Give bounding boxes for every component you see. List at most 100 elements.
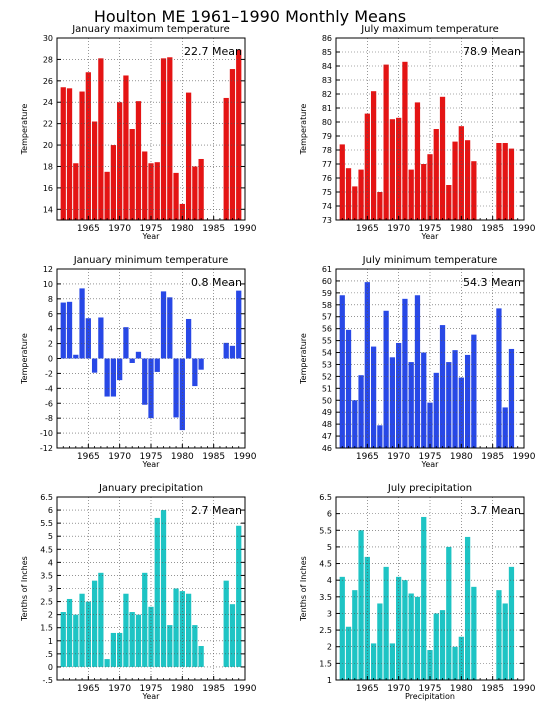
- y-tick-label: 4: [48, 558, 53, 567]
- x-tick-label: 1965: [77, 224, 100, 234]
- bar-1978: [446, 546, 452, 680]
- bar-1972: [408, 593, 414, 680]
- y-tick-label: 84: [322, 62, 332, 71]
- y-tick-label: 2.5: [40, 598, 53, 607]
- y-tick-label: 5.5: [40, 519, 53, 528]
- x-tick-label: 1965: [77, 452, 100, 462]
- x-tick-label: 1985: [481, 684, 504, 694]
- x-tick-label: 1970: [108, 224, 131, 234]
- bar-1969: [110, 145, 117, 220]
- y-tick-label: -10: [40, 429, 53, 438]
- mean-label: 54.3 Mean: [463, 276, 521, 289]
- bar-1977: [160, 291, 167, 359]
- bar-1989: [236, 525, 242, 667]
- bar-1967: [377, 425, 383, 448]
- y-tick-label: 59: [322, 289, 332, 298]
- y-tick-label: 74: [322, 202, 332, 211]
- bar-1976: [433, 613, 439, 680]
- bar-1964: [79, 91, 85, 220]
- mean-label: 3.7 Mean: [470, 504, 521, 517]
- bar-1988: [508, 148, 515, 220]
- bar-1979: [173, 172, 179, 220]
- mean-label: 0.8 Mean: [191, 276, 242, 289]
- y-tick-label: 24: [43, 98, 53, 107]
- bar-1973: [135, 101, 142, 220]
- x-axis-label: Year: [421, 232, 440, 241]
- y-tick-label: 5: [327, 543, 332, 552]
- bar-1989: [236, 49, 242, 220]
- x-tick-label: 1980: [450, 684, 473, 694]
- bar-1970: [117, 358, 123, 381]
- bar-1964: [358, 530, 364, 680]
- x-tick-label: 1985: [202, 684, 225, 694]
- bar-1963: [73, 163, 79, 220]
- y-tick-label: 5: [48, 532, 53, 541]
- x-axis-label: Year: [421, 460, 440, 469]
- y-tick-label: 1.5: [319, 659, 332, 668]
- bar-1968: [104, 659, 110, 667]
- y-tick-label: 5.5: [319, 526, 332, 535]
- y-tick-label: 55: [322, 337, 332, 346]
- bar-1978: [167, 625, 173, 667]
- bar-1972: [408, 169, 414, 220]
- bar-1961: [60, 87, 66, 220]
- x-tick-label: 1975: [140, 224, 163, 234]
- bar-1970: [117, 632, 123, 667]
- x-tick-label: 1990: [234, 224, 257, 234]
- bar-1983: [198, 158, 204, 220]
- bar-1971: [402, 298, 408, 448]
- x-tick-label: 1980: [171, 452, 194, 462]
- y-tick-label: 20: [43, 141, 53, 150]
- x-axis-label: Precipitation: [405, 692, 455, 701]
- bar-1976: [433, 129, 439, 220]
- y-tick-label: -8: [45, 414, 53, 423]
- bar-1976: [154, 358, 160, 372]
- y-tick-label: 56: [322, 325, 332, 334]
- y-tick-label: -2: [45, 369, 53, 378]
- y-tick-label: 4.5: [319, 560, 332, 569]
- bar-1982: [471, 161, 477, 220]
- y-tick-label: 82: [322, 90, 332, 99]
- y-tick-label: 76: [322, 174, 332, 183]
- bar-1986: [496, 308, 502, 448]
- bar-1981: [464, 354, 471, 448]
- x-axis-label: Year: [142, 460, 161, 469]
- y-axis-label: Temperature: [299, 104, 308, 156]
- bar-1981: [185, 92, 192, 220]
- mean-label: 78.9 Mean: [463, 45, 521, 58]
- bar-1963: [73, 354, 79, 359]
- bar-1961: [60, 302, 66, 359]
- x-tick-label: 1985: [481, 452, 504, 462]
- x-tick-label: 1985: [481, 224, 504, 234]
- y-tick-label: 1: [48, 637, 53, 646]
- x-axis-label: Year: [142, 232, 161, 241]
- x-tick-label: 1990: [513, 224, 536, 234]
- y-tick-label: 3.5: [319, 593, 332, 602]
- bar-1962: [66, 88, 73, 220]
- bar-1982: [471, 334, 477, 448]
- y-tick-label: 49: [322, 408, 332, 417]
- mean-label: 2.7 Mean: [191, 504, 242, 517]
- y-tick-label: 80: [322, 118, 332, 127]
- bar-1975: [148, 606, 154, 667]
- bar-1972: [129, 358, 135, 363]
- bar-1981: [464, 536, 471, 680]
- x-tick-label: 1975: [419, 684, 442, 694]
- bar-1970: [396, 576, 402, 680]
- x-tick-label: 1990: [513, 452, 536, 462]
- y-tick-label: 3.5: [40, 571, 53, 580]
- x-tick-label: 1990: [234, 452, 257, 462]
- bar-1976: [154, 162, 160, 220]
- x-tick-label: 1990: [513, 684, 536, 694]
- bar-1967: [377, 192, 383, 220]
- y-tick-label: 73: [322, 216, 332, 225]
- y-tick-label: 4: [327, 576, 332, 585]
- bar-1968: [383, 310, 389, 448]
- bar-1968: [383, 566, 389, 680]
- bar-1967: [377, 603, 383, 680]
- bar-1961: [339, 295, 345, 448]
- x-tick-label: 1970: [387, 684, 410, 694]
- bar-1971: [123, 593, 129, 667]
- y-tick-label: 2: [327, 643, 332, 652]
- bar-1973: [414, 102, 421, 220]
